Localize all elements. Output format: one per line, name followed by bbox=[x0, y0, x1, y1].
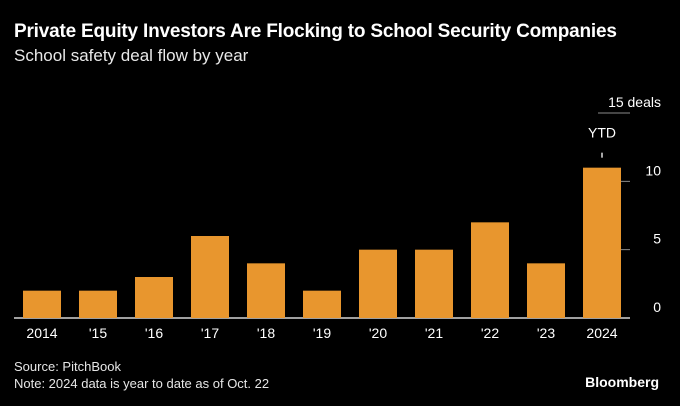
bar-2024 bbox=[583, 167, 621, 318]
x-tick-label: '18 bbox=[257, 325, 275, 341]
x-tick-label: '16 bbox=[145, 325, 163, 341]
x-tick-label: '22 bbox=[481, 325, 499, 341]
bar-22 bbox=[471, 222, 509, 318]
bar-23 bbox=[527, 263, 565, 318]
labels: 0 5 10 15 deals 2014 '15 '16 '17 '18 '19 '20 '21 '22… bbox=[26, 94, 661, 341]
bar-17 bbox=[191, 236, 229, 318]
footnote: Note: 2024 data is year to date as of Oc… bbox=[14, 376, 270, 391]
bar-15 bbox=[79, 290, 117, 318]
y-tick-label: 5 bbox=[653, 231, 661, 247]
x-tick-label: '17 bbox=[201, 325, 219, 341]
bar-19 bbox=[303, 290, 341, 318]
x-tick-label: '23 bbox=[537, 325, 555, 341]
y-tick-label: 10 bbox=[645, 162, 661, 178]
chart-subtitle: School safety deal flow by year bbox=[14, 46, 249, 65]
source-note: Source: PitchBook bbox=[14, 359, 121, 374]
bars bbox=[23, 167, 621, 318]
bar-20 bbox=[359, 249, 397, 318]
chart-title: Private Equity Investors Are Flocking to… bbox=[14, 21, 617, 42]
x-tick-label: '19 bbox=[313, 325, 331, 341]
x-tick-label: '21 bbox=[425, 325, 443, 341]
bar-16 bbox=[135, 277, 173, 318]
x-tick-label: 2014 bbox=[26, 325, 57, 341]
y-tick-label: 15 deals bbox=[608, 94, 661, 110]
annotation-label: YTD bbox=[588, 125, 616, 141]
x-tick-label: '15 bbox=[89, 325, 107, 341]
bloomberg-logo: Bloomberg bbox=[585, 374, 659, 390]
y-tick-label: 0 bbox=[653, 299, 661, 315]
x-tick-label: 2024 bbox=[586, 325, 617, 341]
bar-21 bbox=[415, 249, 453, 318]
bar-18 bbox=[247, 263, 285, 318]
bar-2014 bbox=[23, 290, 61, 318]
x-tick-label: '20 bbox=[369, 325, 387, 341]
